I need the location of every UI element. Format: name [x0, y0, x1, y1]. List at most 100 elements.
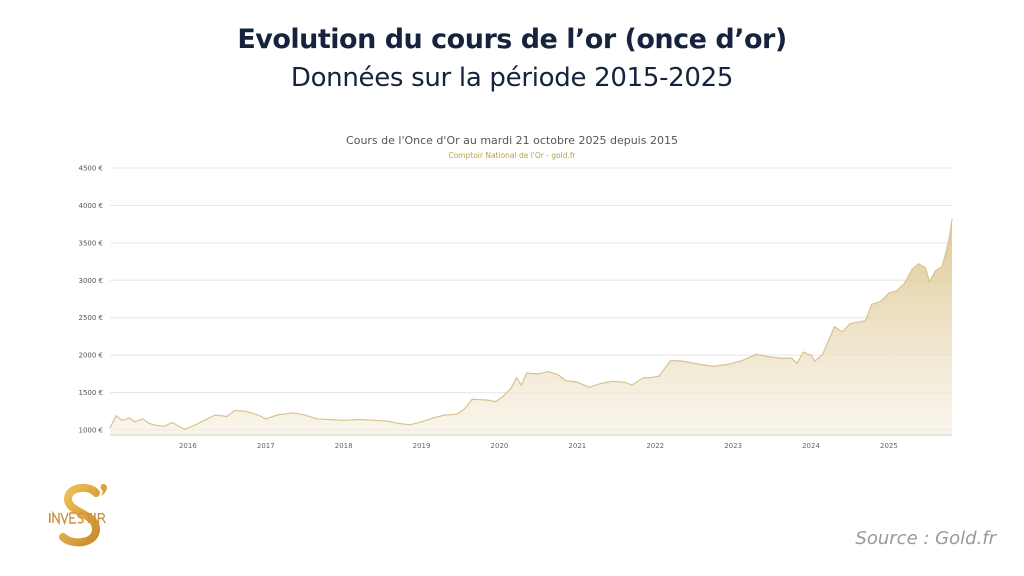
data-point [713, 365, 715, 367]
data-point [871, 303, 873, 305]
data-point [941, 266, 943, 268]
data-point [767, 356, 769, 358]
data-point [670, 359, 672, 361]
data-point [702, 364, 705, 366]
data-point [928, 281, 931, 283]
data-point [315, 418, 318, 420]
data-point [557, 374, 559, 376]
data-point [802, 351, 804, 353]
data-point [257, 414, 259, 416]
data-point [917, 263, 920, 265]
data-point [432, 417, 434, 419]
data-point [179, 426, 181, 428]
logo-apostrophe-shape [100, 484, 107, 496]
data-point [148, 422, 150, 424]
data-point [510, 387, 512, 389]
x-tick-label: 2025 [880, 442, 898, 450]
data-point [951, 218, 953, 220]
data-point [128, 417, 131, 419]
data-point [134, 421, 136, 423]
data-point [896, 290, 898, 292]
page-subtitle: Données sur la période 2015-2025 [290, 63, 734, 93]
data-point [276, 414, 279, 416]
data-point [515, 377, 518, 379]
y-tick-label: 4000 € [79, 202, 104, 210]
data-point [171, 421, 173, 424]
logo-wordmark [49, 510, 107, 526]
source-label: Source : Gold.fr [855, 528, 996, 549]
data-point [681, 360, 684, 362]
data-point [374, 419, 376, 421]
data-point [911, 268, 913, 270]
data-point [184, 428, 186, 430]
data-point [693, 362, 695, 364]
data-point [456, 413, 458, 415]
y-tick-label: 3500 € [79, 239, 104, 247]
data-point [444, 414, 446, 416]
data-point [206, 418, 208, 420]
data-point [409, 424, 411, 426]
data-point [547, 371, 549, 373]
data-point [358, 418, 360, 421]
data-point [790, 357, 793, 359]
data-point [109, 427, 111, 429]
page-title: Evolution du cours de l’or (once d’or) [237, 24, 787, 55]
data-point [658, 375, 660, 377]
data-point [822, 353, 824, 355]
data-point [949, 234, 951, 236]
data-point [755, 353, 758, 355]
data-point [195, 424, 197, 426]
data-point [487, 399, 489, 401]
y-tick-label: 1000 € [79, 427, 104, 435]
data-point [650, 377, 652, 379]
data-point [292, 412, 294, 414]
data-point [728, 363, 730, 365]
x-tick-label: 2016 [179, 442, 197, 450]
data-point [115, 415, 117, 417]
data-point [226, 415, 228, 418]
data-point [833, 326, 835, 328]
data-point [924, 266, 927, 269]
data-point [623, 381, 625, 383]
data-point [945, 249, 948, 251]
data-point [611, 380, 613, 382]
y-tick-label: 1500 € [79, 389, 104, 397]
x-tick-label: 2018 [335, 442, 353, 450]
data-point [494, 400, 497, 403]
data-point [304, 414, 306, 416]
data-point [814, 360, 816, 362]
data-point [888, 292, 890, 294]
data-point [420, 421, 423, 423]
data-point [864, 320, 867, 322]
chart-subtitle: Comptoir National de l'Or - gold.fr [448, 151, 576, 160]
data-point [849, 323, 851, 325]
y-tick-label: 2000 € [79, 352, 104, 360]
data-point [796, 362, 798, 364]
chart-title: Cours de l'Once d'Or au mardi 21 octobre… [346, 134, 678, 147]
data-point [810, 354, 812, 356]
data-point [935, 269, 937, 272]
x-tick-label: 2019 [413, 442, 431, 450]
data-point [588, 386, 590, 388]
data-point [471, 398, 473, 400]
data-point [520, 384, 522, 386]
data-point [327, 418, 329, 421]
data-point [156, 424, 158, 427]
data-point [565, 379, 567, 382]
data-point [779, 357, 781, 359]
y-tick-label: 2500 € [79, 314, 104, 322]
x-tick-label: 2023 [724, 442, 742, 450]
data-point [214, 414, 216, 416]
x-tick-label: 2021 [568, 442, 586, 450]
data-point [903, 282, 906, 284]
data-point [142, 418, 144, 420]
data-point [502, 395, 504, 397]
x-tick-label: 2024 [802, 442, 820, 450]
y-tick-label: 4500 € [79, 165, 104, 173]
data-point [245, 410, 247, 412]
data-point [526, 372, 528, 374]
x-tick-label: 2022 [646, 442, 664, 450]
y-tick-label: 3000 € [79, 277, 104, 285]
data-point [537, 373, 539, 375]
